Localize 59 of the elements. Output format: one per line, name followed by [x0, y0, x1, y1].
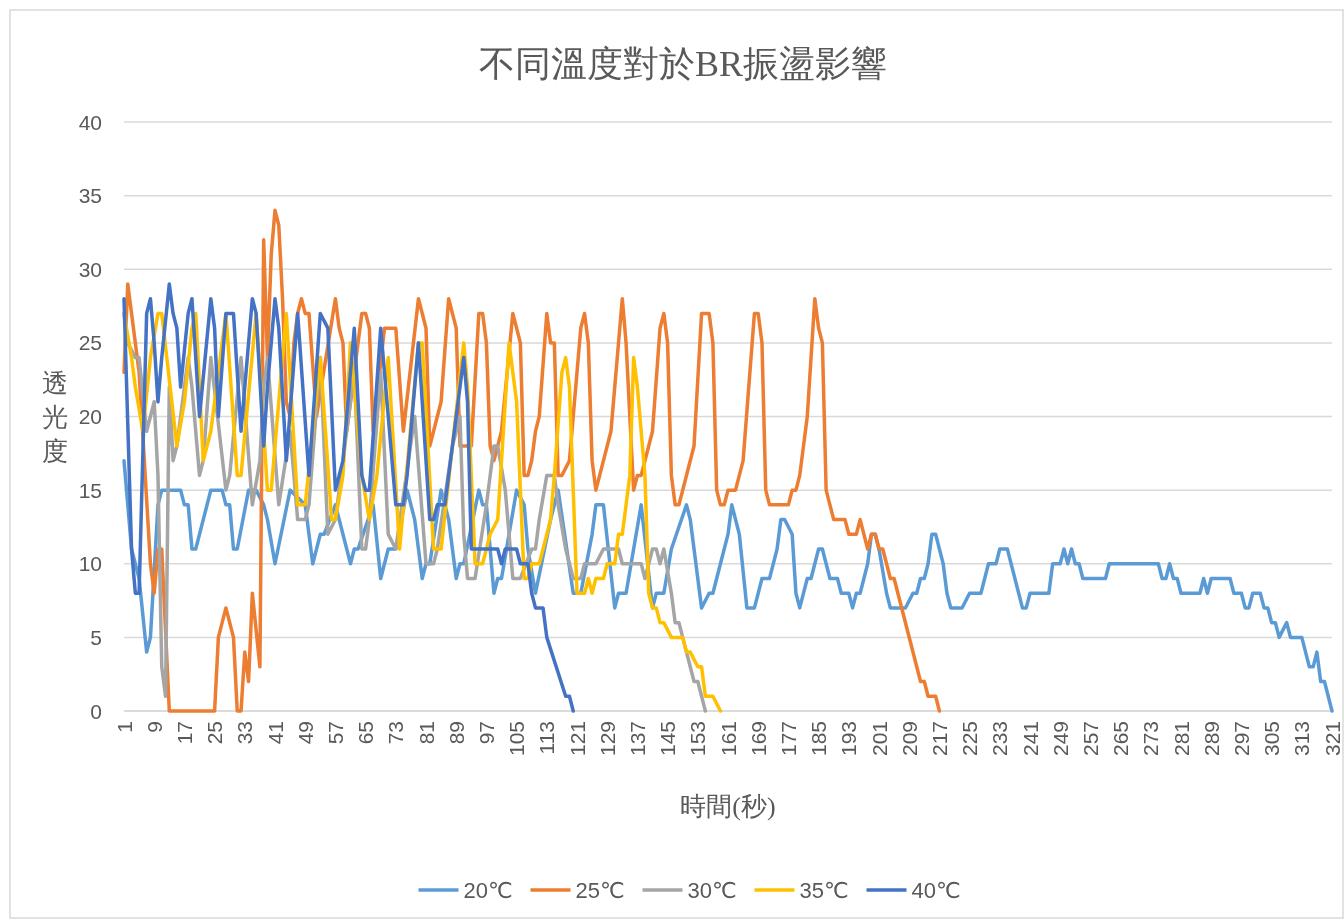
x-tick-label: 97: [474, 721, 498, 745]
x-tick-label: 281: [1169, 721, 1193, 757]
line-series: [122, 282, 575, 713]
x-tick-label: 65: [354, 721, 378, 745]
legend-label: 35℃: [799, 877, 849, 903]
x-tick-label: 129: [595, 721, 619, 757]
y-axis-title: 透光度: [42, 368, 68, 466]
x-tick-label: 169: [746, 721, 770, 757]
y-tick-label: 30: [78, 257, 102, 281]
x-tick-label: 49: [293, 721, 317, 745]
x-tick-label: 185: [807, 721, 831, 757]
x-tick-label: 153: [686, 721, 710, 757]
x-tick-label: 201: [867, 721, 891, 757]
x-tick-label: 145: [656, 721, 680, 757]
x-tick-label: 177: [776, 721, 800, 757]
x-tick-label: 41: [263, 721, 287, 745]
x-tick-label: 9: [142, 721, 166, 733]
y-tick-label: 10: [78, 552, 102, 576]
x-tick-label: 17: [172, 721, 196, 745]
x-tick-label: 273: [1139, 721, 1163, 757]
x-tick-label: 89: [444, 721, 468, 745]
x-tick-label: 313: [1290, 721, 1314, 757]
x-tick-label: 217: [927, 721, 951, 757]
x-tick-label: 193: [837, 721, 861, 757]
x-tick-label: 113: [535, 721, 559, 755]
y-tick-label: 15: [78, 478, 102, 502]
y-tick-label: 35: [78, 184, 102, 208]
legend-label: 20℃: [463, 877, 513, 903]
y-tick-label: 5: [90, 625, 102, 649]
x-tick-label: 105: [505, 721, 529, 757]
x-tick-label: 81: [414, 721, 438, 745]
x-tick-label: 33: [233, 721, 257, 745]
x-axis-title: 時間(秒): [680, 792, 776, 821]
x-tick-label: 161: [716, 721, 740, 757]
x-tick-label: 233: [988, 721, 1012, 757]
x-tick-label: 241: [1018, 721, 1042, 757]
x-tick-label: 121: [565, 721, 589, 757]
legend-label: 40℃: [911, 877, 961, 903]
x-tick-label: 225: [958, 721, 982, 757]
x-tick-label: 321: [1320, 721, 1344, 757]
x-tick-label: 209: [897, 721, 921, 757]
legend-label: 25℃: [575, 877, 625, 903]
y-tick-label: 0: [90, 699, 102, 723]
y-tick-label: 20: [78, 405, 102, 428]
x-tick-label: 297: [1229, 721, 1253, 757]
x-tick-label: 1: [112, 721, 136, 733]
x-tick-label: 249: [1048, 721, 1072, 757]
y-tick-label: 25: [78, 331, 102, 355]
x-tick-label: 57: [323, 721, 347, 745]
y-tick-label: 40: [78, 110, 102, 134]
x-tick-label: 265: [1109, 721, 1133, 757]
x-tick-label: 137: [625, 721, 649, 757]
chart-title: 不同溫度對於BR振盪影響: [478, 44, 888, 84]
x-tick-label: 25: [203, 721, 227, 745]
x-tick-label: 257: [1078, 721, 1102, 757]
legend-label: 30℃: [687, 877, 737, 903]
x-tick-label: 73: [384, 721, 408, 745]
x-tick-label: 289: [1199, 721, 1223, 757]
x-tick-label: 305: [1260, 721, 1284, 757]
